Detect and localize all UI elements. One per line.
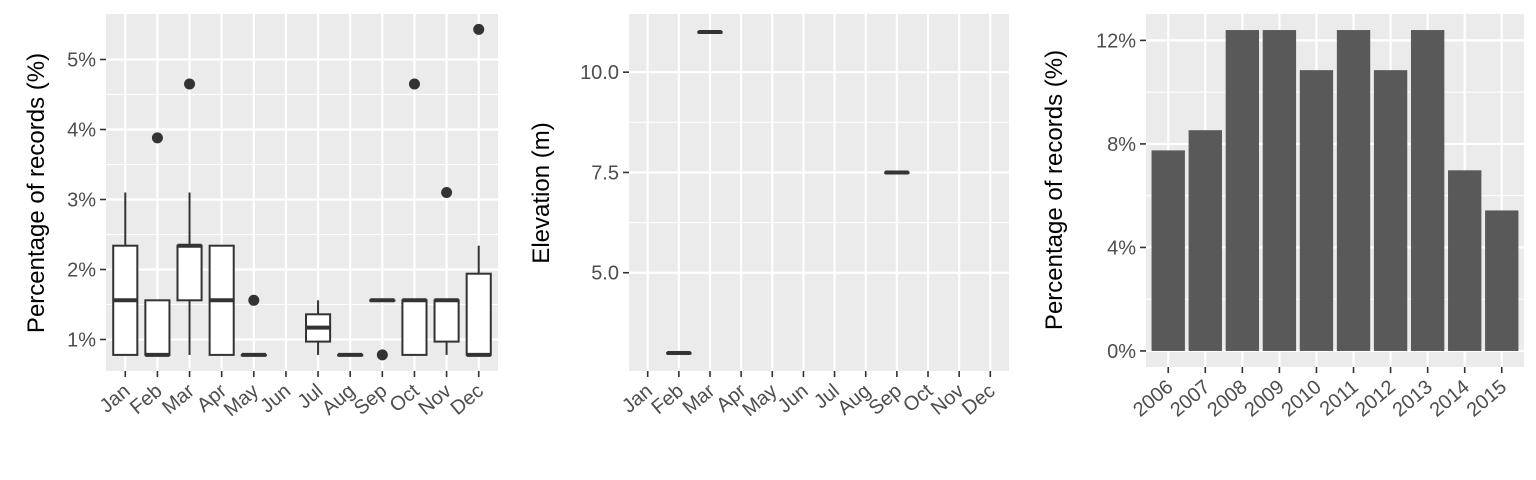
box-marks: [666, 30, 910, 355]
box-body: [433, 299, 460, 343]
box-body: [176, 244, 203, 302]
x-tick-label: 2014: [1426, 376, 1474, 421]
x-tick-label: Dec: [958, 380, 999, 420]
x-tick-label: 2011: [1316, 376, 1363, 421]
gridlines: [629, 14, 1009, 371]
box-body: [144, 299, 171, 356]
y-tick-label: 3%: [67, 190, 96, 212]
bar: [1410, 30, 1445, 351]
bar: [1485, 210, 1519, 351]
bar: [1225, 30, 1260, 351]
monthly-records-boxplot: 1% 2% 3% 4% 5% JanFebMarAprMayJunJulAugSepOc…: [23, 14, 498, 421]
bar: [1373, 70, 1408, 351]
y-tick-label: 1%: [67, 330, 96, 352]
monthly-elevation-boxplot: 5.0 7.5 10.0 JanFebMarAprMayJunJulAugSepOc…: [528, 14, 1009, 421]
outlier-point: [184, 78, 196, 90]
box-body: [401, 299, 428, 356]
y-axis-ticks: 5.0 7.5 10.0: [580, 62, 629, 285]
outlier-point: [151, 132, 163, 144]
plot-panel-background: [629, 14, 1009, 371]
x-tick-label: Oct: [386, 380, 424, 417]
bar: [1299, 70, 1334, 351]
box-body: [465, 272, 492, 356]
x-tick-label: Jun: [774, 380, 813, 418]
bar: [1448, 170, 1482, 351]
x-tick-label: Jun: [256, 380, 295, 418]
x-tick-label: 2013: [1389, 376, 1437, 421]
bar-marks: [1151, 30, 1519, 351]
y-axis-title: Percentage of records (%): [1041, 50, 1068, 330]
x-tick-label: 2008: [1203, 376, 1251, 421]
y-tick-label: 0%: [1107, 341, 1136, 363]
y-tick-label: 7.5: [591, 162, 619, 184]
x-tick-label: 2012: [1352, 376, 1400, 421]
outlier-point: [408, 78, 420, 90]
bar: [1188, 130, 1222, 351]
outlier-point: [376, 349, 388, 361]
y-tick-label: 8%: [1107, 134, 1136, 156]
y-axis-ticks: 0% 4% 8% 12%: [1096, 30, 1146, 363]
outlier-point: [248, 294, 260, 306]
bar: [1151, 150, 1185, 351]
x-tick-label: 2015: [1463, 376, 1511, 421]
y-axis-title: Elevation (m): [528, 122, 555, 263]
outlier-point: [441, 187, 453, 198]
y-tick-label: 4%: [67, 120, 96, 142]
outlier-point: [473, 23, 485, 35]
yearly-records-barchart: 0%4%8%12% 200620072008200920102011201220…: [1041, 14, 1524, 421]
bar: [1336, 30, 1371, 351]
y-tick-label: 2%: [67, 260, 96, 282]
y-axis-title: Percentage of records (%): [23, 53, 50, 333]
y-tick-label: 4%: [1107, 237, 1136, 259]
y-tick-label: 12%: [1096, 30, 1136, 52]
x-tick-label: 2007: [1166, 376, 1214, 421]
y-tick-label: 5%: [67, 50, 96, 72]
box-marks: [112, 23, 492, 361]
x-tick-label: 2009: [1240, 376, 1288, 421]
bar: [1262, 30, 1297, 351]
x-tick-label: 2010: [1277, 376, 1325, 421]
y-tick-label: 10.0: [580, 62, 619, 84]
x-tick-label: 2006: [1129, 376, 1177, 421]
y-tick-label: 5.0: [591, 263, 619, 285]
x-tick-label: Dec: [447, 380, 488, 420]
plot-panel-background: [106, 14, 498, 371]
y-axis-ticks: 1% 2% 3% 4% 5%: [67, 50, 106, 352]
